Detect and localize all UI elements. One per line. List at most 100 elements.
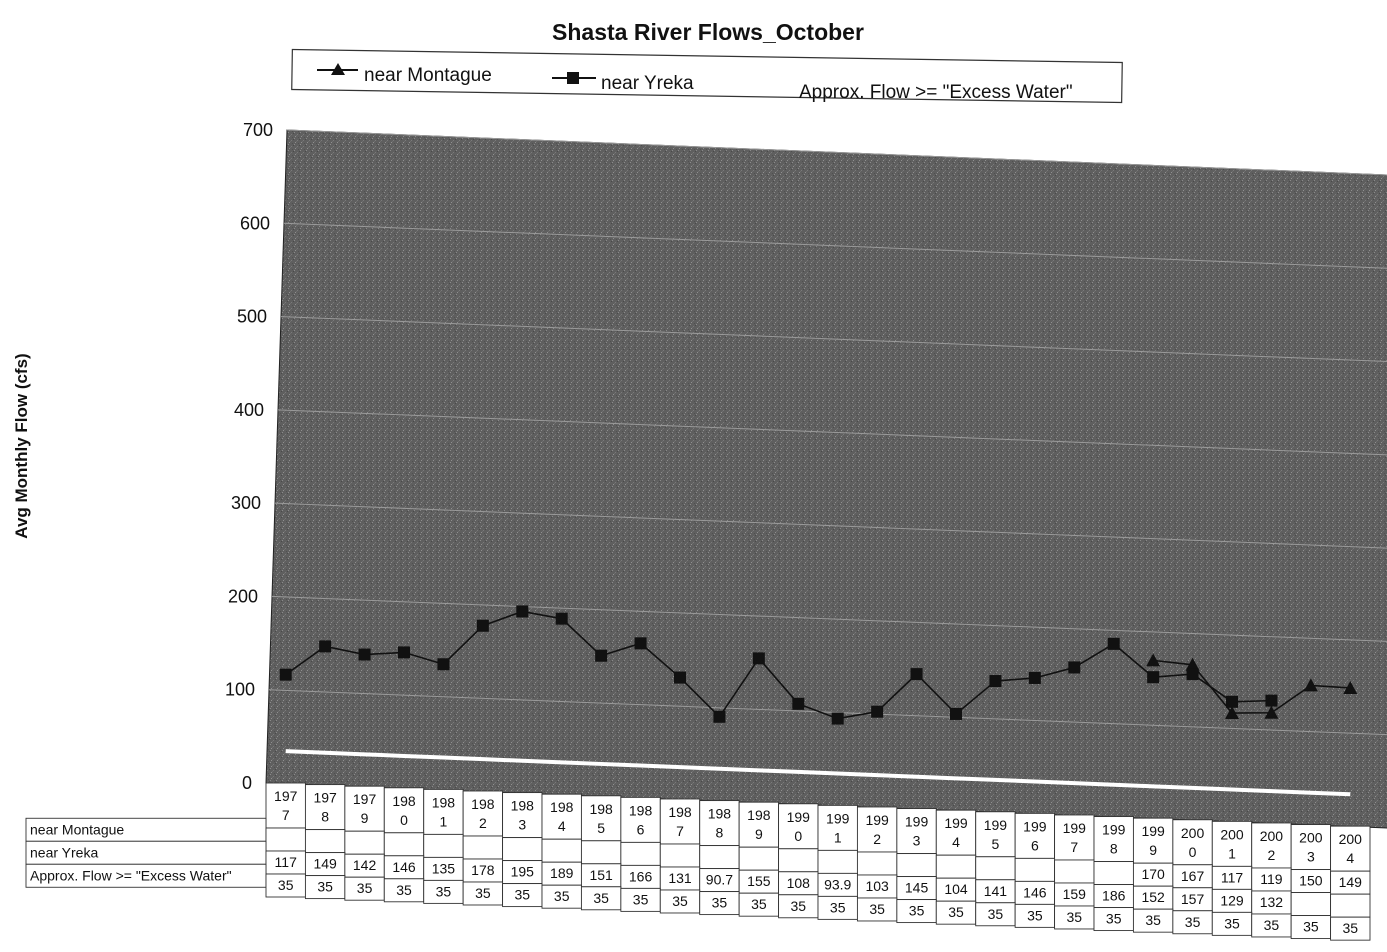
table-header-cell	[1093, 816, 1134, 863]
data-point-square	[752, 652, 765, 665]
category-label-line2: 9	[361, 810, 369, 826]
category-label-line1: 199	[1023, 818, 1047, 834]
data-point-triangle	[1264, 705, 1279, 719]
data-point-square	[713, 710, 726, 723]
table-cell-value: 145	[905, 880, 929, 896]
data-point-square	[595, 649, 608, 662]
category-label-line1: 199	[1063, 820, 1087, 836]
category-label-line2: 4	[558, 818, 566, 834]
category-label-line2: 3	[1307, 849, 1315, 865]
category-label-line1: 200	[1220, 826, 1244, 842]
table-cell	[1290, 892, 1332, 917]
table-cell-value: 35	[317, 879, 333, 895]
data-point-square	[910, 668, 923, 681]
category-label-line1: 200	[1339, 831, 1363, 847]
legend-label-yreka: near Yreka	[601, 73, 694, 94]
table-cell-value: 129	[1220, 892, 1244, 908]
table-cell	[580, 840, 622, 865]
table-cell-value: 186	[1102, 888, 1126, 904]
series-2	[285, 749, 1351, 797]
category-label-line2: 8	[716, 825, 724, 841]
data-point-square	[1107, 637, 1120, 650]
category-label-line2: 8	[321, 809, 329, 825]
table-cell-value: 35	[988, 906, 1004, 922]
category-label-line2: 0	[400, 812, 408, 828]
table-cell-value: 35	[593, 890, 609, 906]
table-cell-value: 35	[672, 893, 688, 909]
table-cell-value: 150	[1299, 873, 1323, 889]
category-label-line2: 4	[952, 834, 960, 850]
table-cell	[541, 838, 582, 863]
table-cell	[502, 837, 543, 862]
table-header-cell	[896, 808, 937, 855]
series-0	[1146, 653, 1358, 720]
series-line-1	[285, 610, 1272, 720]
table-cell	[975, 856, 1016, 881]
table-cell-value: 35	[633, 891, 649, 907]
table-header-cell	[462, 790, 504, 837]
table-cell-value: 108	[787, 875, 811, 891]
legend-entry-excess-water: Approx. Flow >= "Excess Water"	[758, 82, 1073, 103]
gridlines	[268, 129, 1387, 736]
table-row-label: near Montague	[30, 821, 124, 837]
table-cell-value: 152	[1141, 889, 1165, 905]
table-header-cell	[304, 784, 346, 831]
table-header-cell	[778, 803, 819, 850]
gridline-400	[277, 409, 1387, 456]
category-label-line1: 199	[905, 814, 929, 830]
table-cell-value: 142	[353, 857, 377, 873]
y-tick-label-100: 100	[225, 680, 255, 700]
table-header-cell	[1054, 814, 1095, 861]
category-label-line1: 199	[787, 809, 811, 825]
category-label-line1: 197	[274, 788, 298, 804]
category-label-line1: 200	[1299, 830, 1323, 846]
table-cell-value: 167	[1181, 868, 1205, 884]
table-row-label: near Yreka	[30, 844, 98, 860]
square-marker-icon	[567, 72, 579, 84]
table-cell-value: 166	[629, 868, 653, 884]
data-point-square	[1265, 694, 1278, 707]
data-table: 1977197819791980198119821983198419851986…	[25, 782, 1371, 941]
data-point-square	[1226, 695, 1238, 708]
y-tick-label-500: 500	[237, 307, 267, 327]
table-cell-value: 132	[1260, 894, 1284, 910]
table-cell-value: 35	[278, 877, 294, 893]
chart-title: Shasta River Flows_October	[552, 19, 864, 45]
category-label-line1: 197	[313, 790, 337, 806]
table-cell-value: 35	[909, 903, 925, 919]
table-row-label: Approx. Flow >= "Excess Water"	[30, 867, 232, 883]
category-label-line1: 200	[1260, 828, 1284, 844]
y-tick-label-400: 400	[234, 400, 264, 420]
table-cell-value: 35	[1145, 912, 1161, 928]
table-cell-value: 135	[432, 860, 456, 876]
table-cell-value: 35	[751, 896, 767, 912]
table-cell-value: 195	[511, 864, 535, 880]
table-header-cell	[1211, 820, 1253, 867]
table-cell	[699, 845, 740, 870]
category-label-line1: 199	[826, 810, 850, 826]
category-label-line2: 2	[873, 831, 881, 847]
table-cell-value: 35	[948, 904, 964, 920]
table-cell-value: 35	[475, 885, 491, 901]
y-tick-label-600: 600	[240, 213, 270, 233]
table-cell-value: 157	[1181, 891, 1205, 907]
category-label-line2: 6	[637, 821, 645, 837]
table-header-cell	[659, 798, 701, 845]
category-label-line1: 198	[511, 798, 535, 814]
table-cell	[935, 854, 977, 879]
data-point-square	[1147, 671, 1160, 684]
table-header-cell	[502, 792, 543, 839]
category-label-line2: 8	[1110, 841, 1118, 857]
table-cell-value: 35	[712, 895, 728, 911]
table-cell-value: 117	[275, 854, 298, 870]
category-label-line2: 3	[518, 817, 526, 833]
table-cell-value: 146	[392, 859, 416, 875]
table-cell-value: 35	[396, 882, 412, 898]
category-label-line2: 7	[1070, 839, 1078, 855]
series-line-0	[1153, 659, 1351, 714]
category-label-line1: 198	[432, 794, 456, 810]
table-cell-value: 35	[1027, 907, 1043, 923]
category-label-line1: 198	[550, 799, 574, 815]
data-point-square	[476, 619, 489, 632]
table-header-cell	[423, 788, 464, 835]
